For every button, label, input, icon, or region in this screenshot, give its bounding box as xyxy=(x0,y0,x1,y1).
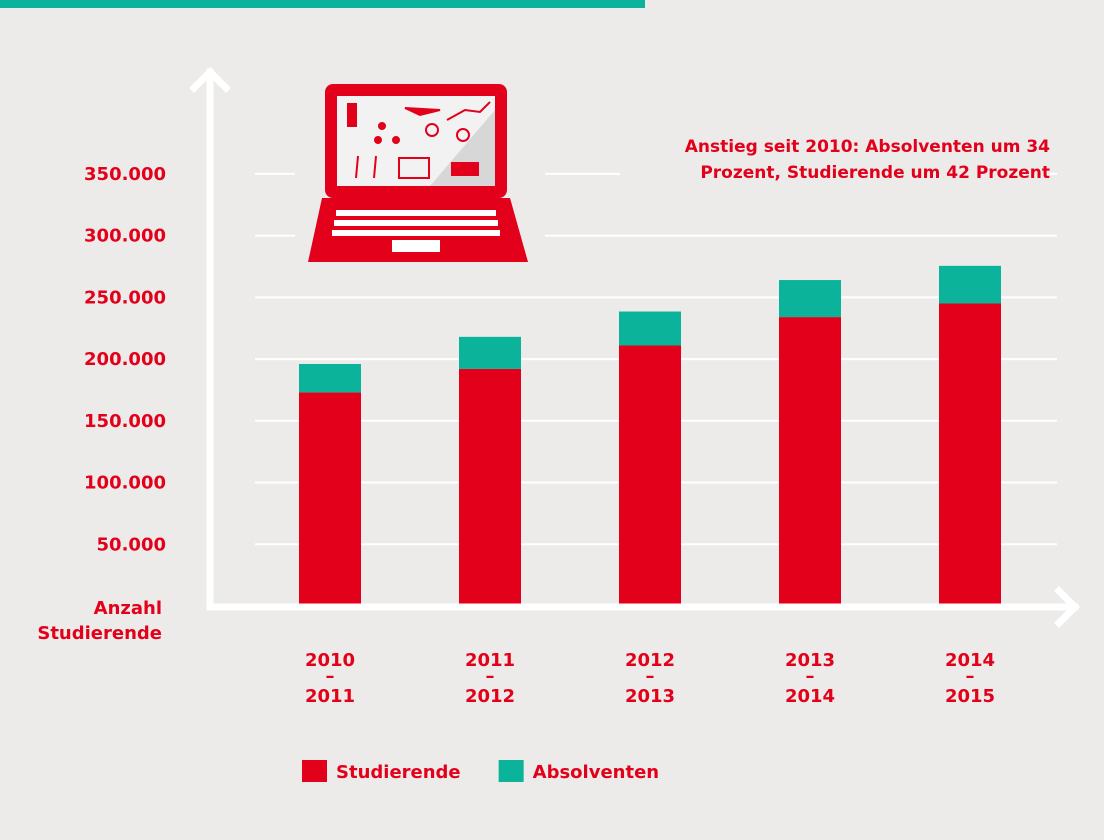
bar-segment xyxy=(619,345,681,606)
bar-segment xyxy=(939,304,1001,606)
bar-segment xyxy=(779,317,841,606)
bar-segment xyxy=(619,312,681,346)
y-tick-label: 100.000 xyxy=(84,473,166,494)
bar-segment xyxy=(939,266,1001,304)
y-tick-label: 350.000 xyxy=(84,164,166,185)
laptop-icon xyxy=(295,80,545,270)
bar-segment xyxy=(459,337,521,369)
legend-label: Studierende xyxy=(336,762,461,783)
legend-swatch xyxy=(302,760,327,782)
y-tick-label: 150.000 xyxy=(84,411,166,432)
x-tick-label: 2012–2013 xyxy=(625,650,675,707)
chart: Studierende Absolventen 50.000 100.000 150.… xyxy=(0,0,1104,840)
x-tick-label: 2011–2012 xyxy=(465,650,515,707)
bar-segment xyxy=(459,369,521,606)
y-tick-label: 300.000 xyxy=(84,226,166,247)
x-tick-label: 2014–2015 xyxy=(945,650,995,707)
bar-segment xyxy=(299,364,361,392)
bar-segment xyxy=(779,280,841,317)
page: {"chart_data": {"type": "stacked-bar", "… xyxy=(0,0,1104,840)
y-tick-label: 250.000 xyxy=(84,287,166,308)
bars xyxy=(299,266,1001,606)
legend-label: Absolventen xyxy=(533,762,659,783)
top-bar xyxy=(0,0,645,8)
y-tick-label: 200.000 xyxy=(84,349,166,370)
x-tick-label: 2010–2011 xyxy=(305,650,355,707)
bar-segment xyxy=(299,392,361,606)
legend: Studierende Absolventen xyxy=(302,760,659,783)
annotation: Anstieg seit 2010: Absolventen um 34 Pro… xyxy=(620,134,1050,186)
legend-swatch xyxy=(499,760,524,782)
y-tick-label: 50.000 xyxy=(97,534,166,555)
x-tick-label: 2013–2014 xyxy=(785,650,835,707)
